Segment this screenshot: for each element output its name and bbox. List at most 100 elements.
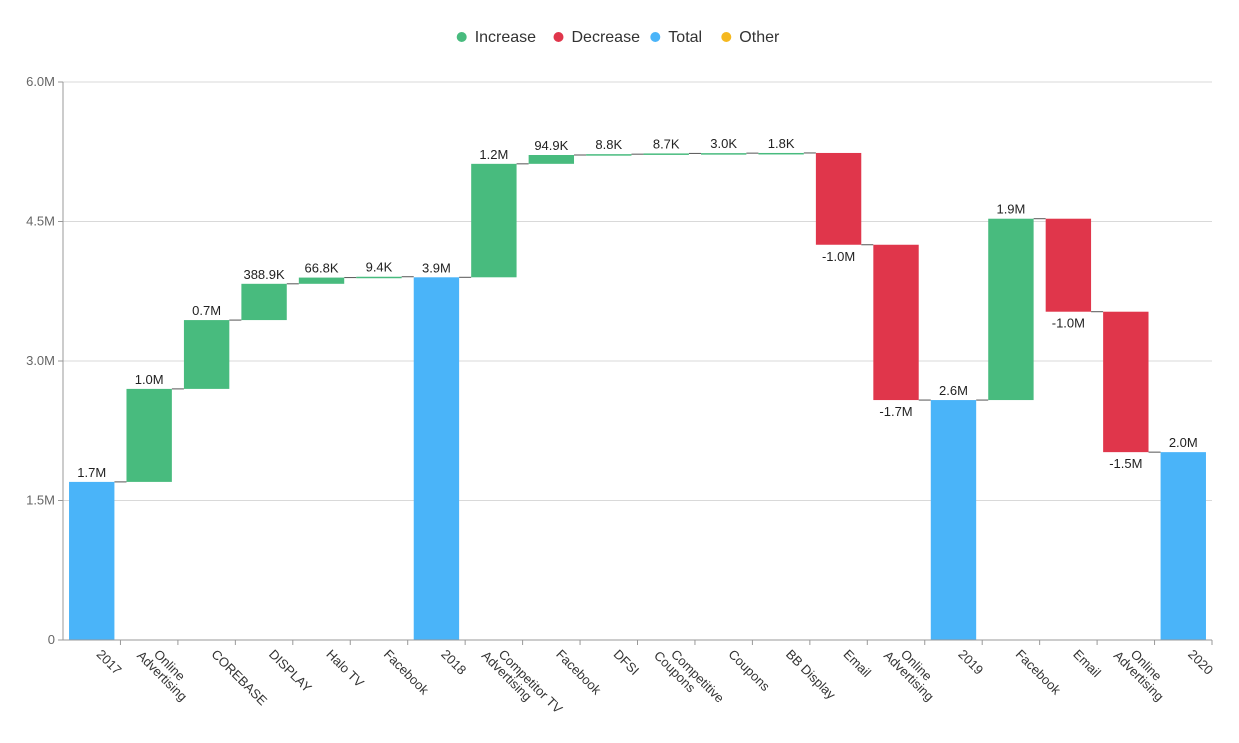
value-label-corebase-2: 0.7M bbox=[192, 303, 221, 318]
x-tick-label-competitive-coupons-10: CompetitiveCoupons bbox=[651, 639, 727, 715]
x-tick-label-competitor-tv-advertising-7: Competitor TVAdvertising bbox=[479, 639, 566, 726]
value-label-email-13: -1.0M bbox=[822, 249, 855, 264]
x-tick-label-line: Facebook bbox=[553, 647, 604, 698]
bar-halo-tv-4 bbox=[298, 277, 345, 284]
x-tick-label-online-advertising-1: OnlineAdvertising bbox=[134, 639, 199, 704]
bar-2019-15 bbox=[930, 400, 977, 640]
x-tick-label-line: 2018 bbox=[438, 647, 469, 678]
y-tick-label-4-5m: 4.5M bbox=[26, 214, 55, 229]
bars bbox=[69, 152, 1206, 640]
y-tick-label-6-0m: 6.0M bbox=[26, 74, 55, 89]
bar-2020-19 bbox=[1160, 452, 1206, 640]
value-label-2018-6: 3.9M bbox=[422, 260, 451, 275]
x-tick-label-online-advertising-18: OnlineAdvertising bbox=[1111, 639, 1176, 704]
legend-label-increase: Increase bbox=[475, 29, 536, 46]
bar-email-13 bbox=[815, 152, 862, 245]
value-label-online-advertising-18: -1.5M bbox=[1109, 456, 1142, 471]
legend-marker-other bbox=[721, 32, 732, 42]
x-tick-label-facebook-5: Facebook bbox=[381, 647, 432, 698]
x-tick-label-line: DFSI bbox=[611, 647, 643, 679]
y-axis: 0 1.5M 3.0M 4.5M 6.0M bbox=[26, 74, 64, 647]
value-label-2019-15: 2.6M bbox=[939, 383, 968, 398]
legend-item-other[interactable]: Other bbox=[721, 29, 780, 46]
legend-marker-total bbox=[650, 32, 661, 42]
bar-2018-6 bbox=[413, 277, 460, 640]
x-tick-label-line: BB Display bbox=[783, 647, 839, 703]
legend-label-total: Total bbox=[668, 29, 702, 46]
y-tick-label-0: 0 bbox=[48, 632, 55, 647]
legend-marker-decrease bbox=[553, 32, 564, 42]
y-tick-label-1-5m: 1.5M bbox=[26, 493, 55, 508]
value-label-coupons-11: 3.0K bbox=[710, 136, 737, 151]
value-label-competitor-tv-advertising-7: 1.2M bbox=[479, 147, 508, 162]
bar-facebook-16 bbox=[988, 218, 1034, 401]
connector-lines bbox=[114, 152, 1161, 483]
x-tick-label-2017-0: 2017 bbox=[94, 647, 125, 678]
legend-label-decrease: Decrease bbox=[572, 29, 641, 46]
legend-item-total[interactable]: Total bbox=[650, 29, 702, 46]
bar-online-advertising-14 bbox=[873, 244, 919, 401]
x-tick-label-dfsi-9: DFSI bbox=[611, 647, 643, 679]
x-tick-label-2018-6: 2018 bbox=[438, 647, 469, 678]
bar-corebase-2 bbox=[183, 320, 230, 389]
value-label-online-advertising-1: 1.0M bbox=[135, 372, 164, 387]
gridlines bbox=[63, 81, 1212, 501]
x-tick-label-email-17: Email bbox=[1070, 647, 1104, 681]
bar-coupons-11 bbox=[700, 153, 747, 155]
bar-email-17 bbox=[1045, 218, 1092, 312]
x-tick-label-online-advertising-14: OnlineAdvertising bbox=[881, 639, 946, 704]
x-tick-label-facebook-16: Facebook bbox=[1013, 647, 1064, 698]
bar-display-3 bbox=[241, 283, 287, 321]
x-tick-label-corebase-2: COREBASE bbox=[209, 647, 271, 709]
legend-item-decrease[interactable]: Decrease bbox=[553, 29, 641, 46]
bar-bb-display-12 bbox=[758, 152, 804, 155]
bar-competitive-coupons-10 bbox=[643, 153, 689, 155]
value-label-display-3: 388.9K bbox=[243, 267, 285, 282]
value-label-facebook-16: 1.9M bbox=[996, 202, 1025, 217]
x-tick-label-display-3: DISPLAY bbox=[266, 647, 315, 696]
x-tick-label-halo-tv-4: Halo TV bbox=[323, 647, 367, 691]
x-tick-label-line: Halo TV bbox=[323, 647, 367, 691]
x-tick-label-coupons-11: Coupons bbox=[726, 647, 774, 695]
y-tick-label-3-0m: 3.0M bbox=[26, 353, 55, 368]
x-tick-label-line: Facebook bbox=[381, 647, 432, 698]
x-tick-label-bb-display-12: BB Display bbox=[783, 647, 839, 703]
x-tick-label-line: Coupons bbox=[726, 647, 774, 695]
bar-competitor-tv-advertising-7 bbox=[471, 163, 517, 278]
bar-dfsi-9 bbox=[586, 154, 632, 156]
bar-facebook-8 bbox=[528, 155, 575, 164]
x-tick-label-email-13: Email bbox=[840, 647, 874, 681]
bar-online-advertising-1 bbox=[126, 388, 172, 482]
value-label-facebook-8: 94.9K bbox=[534, 138, 568, 153]
x-tick-label-line: 2017 bbox=[94, 647, 125, 678]
x-tick-label-line: Email bbox=[1070, 647, 1104, 681]
value-label-dfsi-9: 8.8K bbox=[595, 137, 622, 152]
x-tick-label-line: Facebook bbox=[1013, 647, 1064, 698]
x-tick-label-line: 2020 bbox=[1185, 647, 1216, 678]
bar-online-advertising-18 bbox=[1103, 311, 1149, 453]
legend-label-other: Other bbox=[739, 29, 780, 46]
value-label-2020-19: 2.0M bbox=[1169, 435, 1198, 450]
value-label-2017-0: 1.7M bbox=[77, 465, 106, 480]
x-tick-label-line: Email bbox=[840, 647, 874, 681]
x-tick-label-line: 2019 bbox=[955, 647, 986, 678]
value-labels: 1.7M 1.0M 0.7M 388.9K 66.8K 9.4K 3.9M 1.2M 94.9K… bbox=[77, 136, 1197, 480]
x-tick-label-2019-15: 2019 bbox=[955, 647, 986, 678]
bar-2017-0 bbox=[69, 481, 115, 640]
value-label-email-17: -1.0M bbox=[1052, 316, 1085, 331]
x-tick-label-line: COREBASE bbox=[209, 647, 271, 709]
legend-item-increase[interactable]: Increase bbox=[456, 29, 536, 46]
value-label-bb-display-12: 1.8K bbox=[768, 136, 795, 151]
value-label-competitive-coupons-10: 8.7K bbox=[653, 136, 680, 151]
legend-marker-increase bbox=[456, 32, 467, 42]
value-label-facebook-5: 9.4K bbox=[366, 260, 393, 275]
x-tick-label-2020-19: 2020 bbox=[1185, 647, 1216, 678]
value-label-online-advertising-14: -1.7M bbox=[879, 404, 912, 419]
x-tick-label-facebook-8: Facebook bbox=[553, 647, 604, 698]
value-label-halo-tv-4: 66.8K bbox=[305, 261, 339, 276]
bar-facebook-5 bbox=[356, 276, 402, 279]
x-tick-label-line: DISPLAY bbox=[266, 647, 315, 696]
chart-legend: Increase Decrease Total Other bbox=[456, 29, 780, 46]
